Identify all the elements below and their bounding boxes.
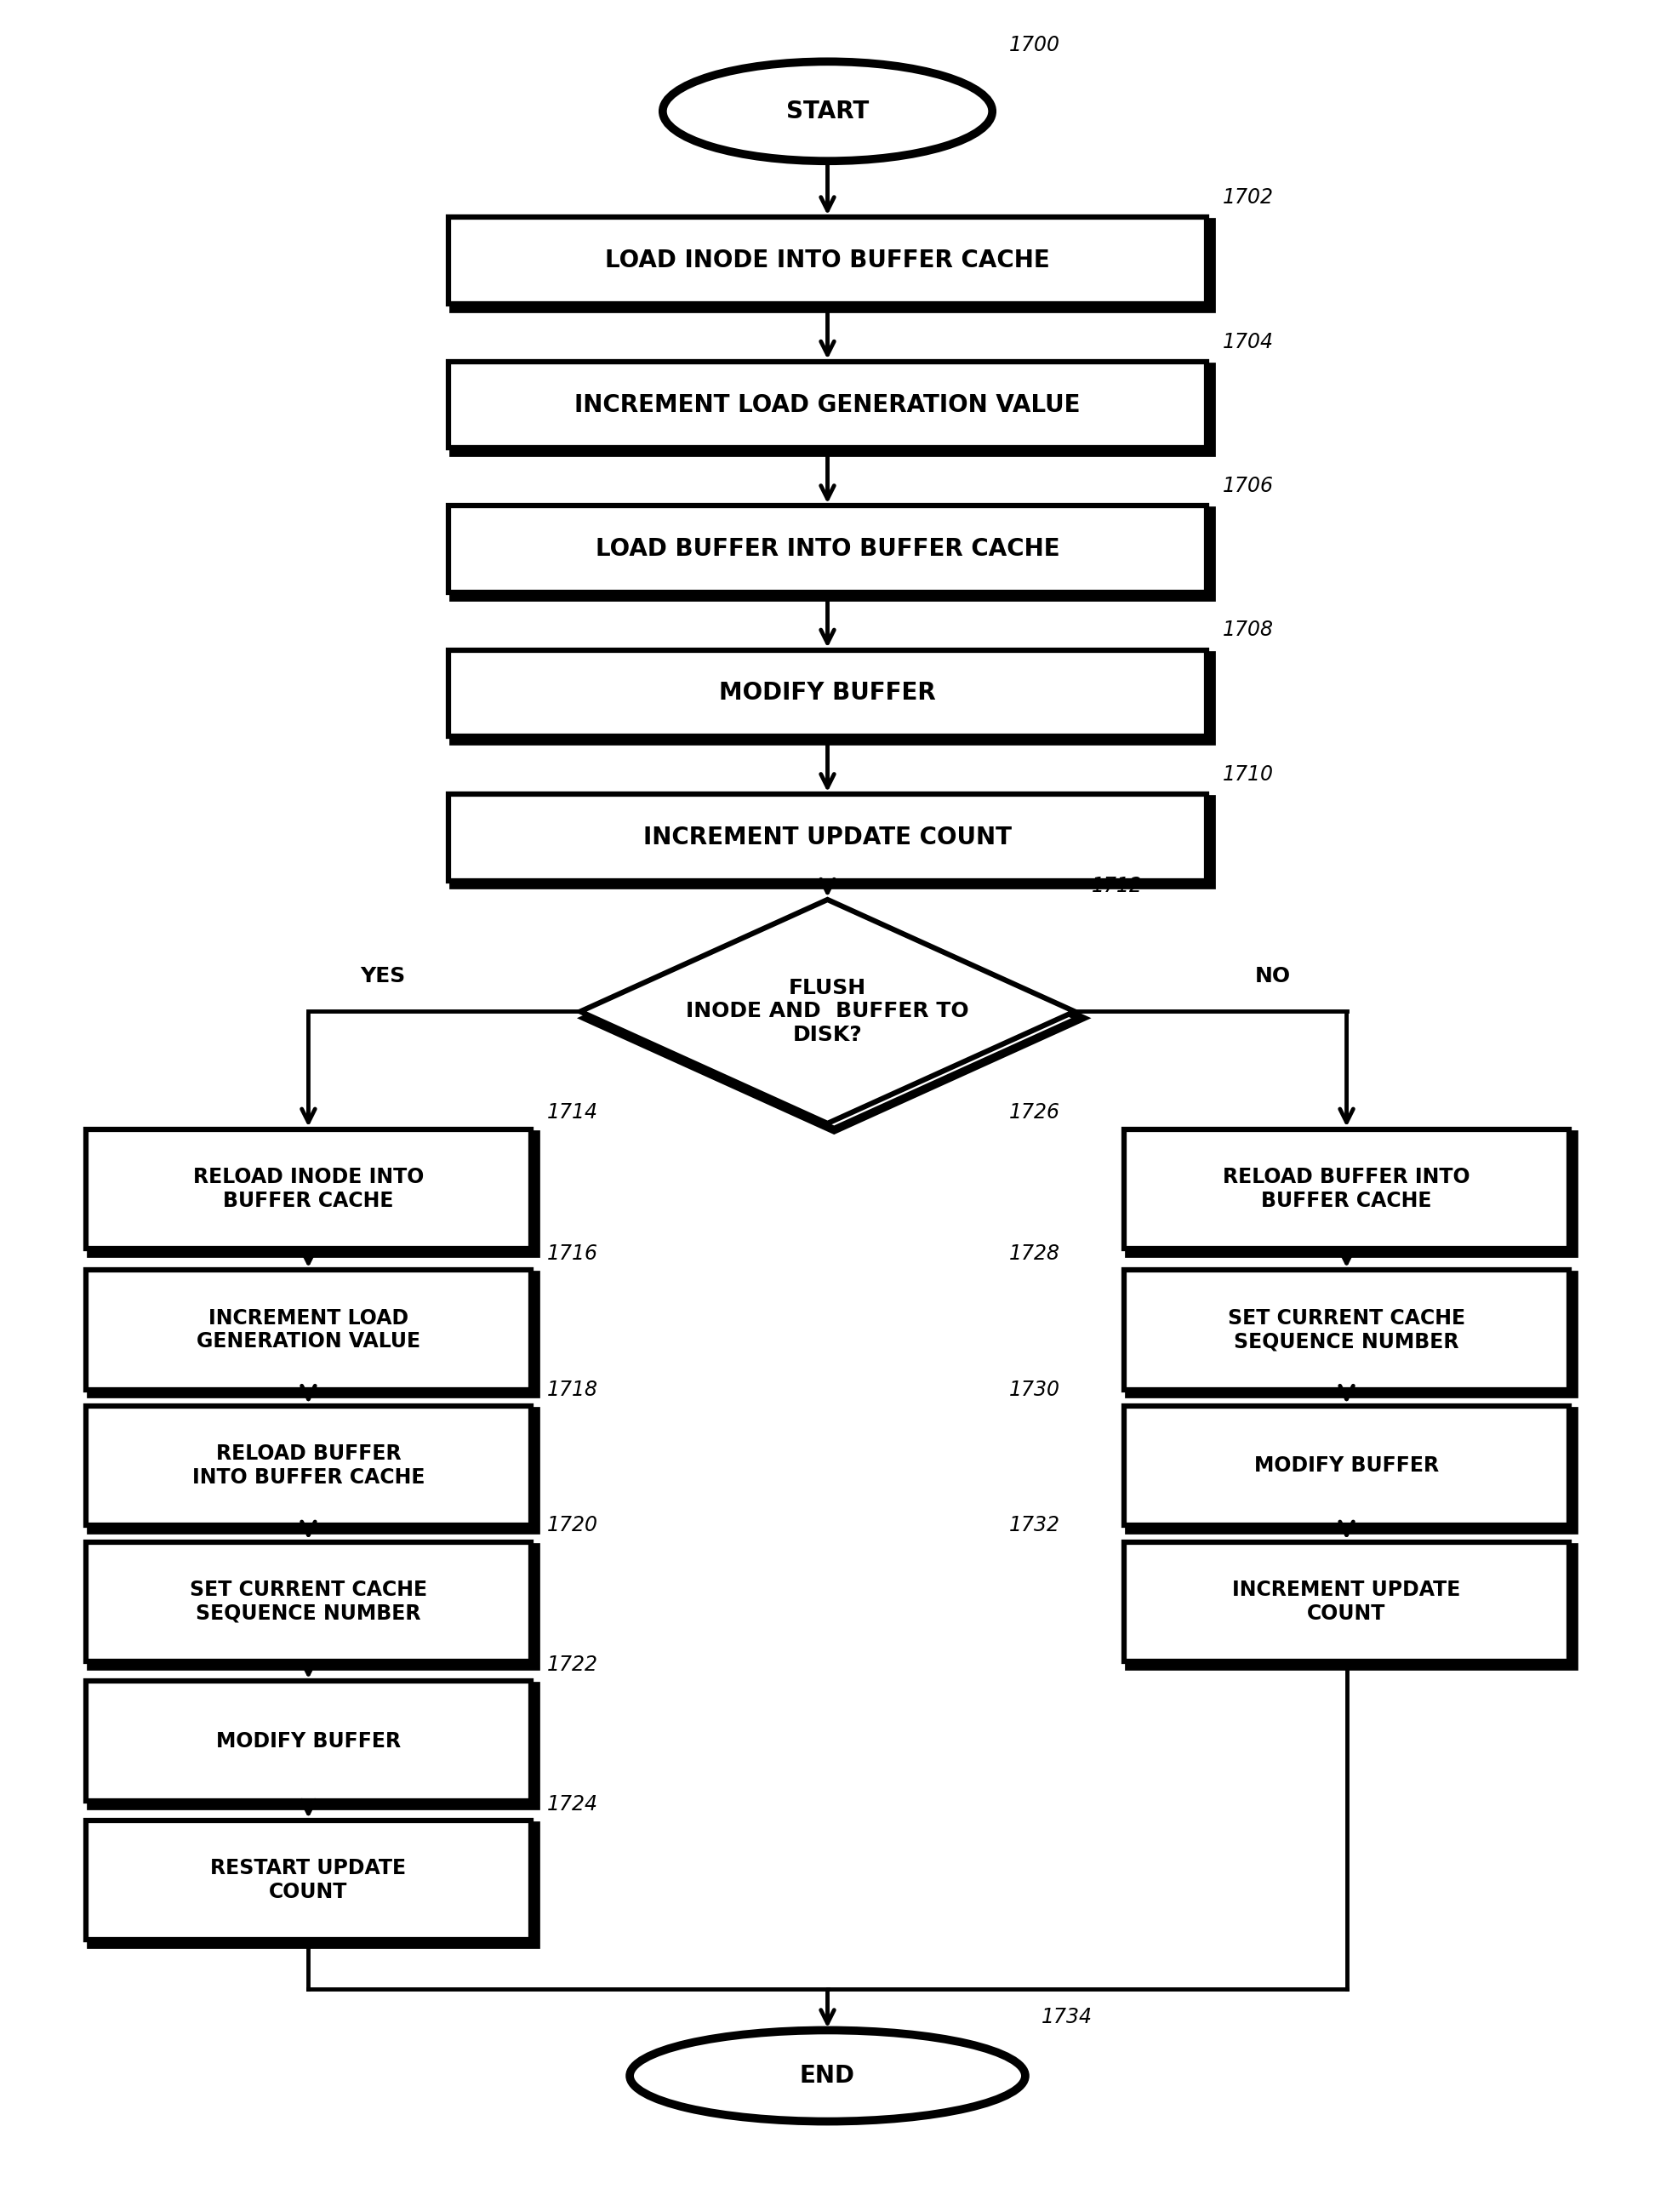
Text: SET CURRENT CACHE
SEQUENCE NUMBER: SET CURRENT CACHE SEQUENCE NUMBER: [1228, 1307, 1465, 1352]
Text: 1706: 1706: [1223, 476, 1274, 495]
Bar: [453, 799, 1211, 885]
Text: MODIFY BUFFER: MODIFY BUFFER: [720, 681, 935, 706]
Bar: [449, 794, 1206, 880]
Text: 1700: 1700: [1010, 35, 1059, 55]
Bar: [91, 1686, 536, 1805]
Bar: [91, 1546, 536, 1666]
Bar: [453, 223, 1211, 310]
Bar: [449, 650, 1206, 737]
Bar: [1124, 1128, 1569, 1248]
Text: RELOAD INODE INTO
BUFFER CACHE: RELOAD INODE INTO BUFFER CACHE: [194, 1168, 424, 1210]
Text: 1710: 1710: [1223, 763, 1274, 785]
Text: YES: YES: [359, 967, 405, 987]
Text: END: END: [799, 2064, 856, 2088]
Bar: [86, 1820, 531, 1940]
Text: INCREMENT LOAD
GENERATION VALUE: INCREMENT LOAD GENERATION VALUE: [197, 1307, 420, 1352]
Bar: [1124, 1542, 1569, 1661]
Text: 1718: 1718: [548, 1380, 599, 1400]
Text: SET CURRENT CACHE
SEQUENCE NUMBER: SET CURRENT CACHE SEQUENCE NUMBER: [190, 1579, 427, 1624]
Text: INCREMENT LOAD GENERATION VALUE: INCREMENT LOAD GENERATION VALUE: [574, 394, 1081, 416]
Text: LOAD BUFFER INTO BUFFER CACHE: LOAD BUFFER INTO BUFFER CACHE: [596, 538, 1059, 562]
Text: FLUSH
INODE AND  BUFFER TO
DISK?: FLUSH INODE AND BUFFER TO DISK?: [685, 978, 970, 1046]
Text: LOAD INODE INTO BUFFER CACHE: LOAD INODE INTO BUFFER CACHE: [606, 248, 1049, 272]
Text: NO: NO: [1254, 967, 1291, 987]
Bar: [86, 1128, 531, 1248]
Text: 1712: 1712: [1091, 876, 1142, 896]
Bar: [449, 507, 1206, 593]
Bar: [86, 1270, 531, 1389]
Text: 1732: 1732: [1010, 1515, 1059, 1535]
Bar: [449, 361, 1206, 447]
Text: 1722: 1722: [548, 1655, 599, 1674]
Bar: [1129, 1546, 1574, 1666]
Text: RESTART UPDATE
COUNT: RESTART UPDATE COUNT: [210, 1858, 407, 1902]
Text: START: START: [786, 100, 869, 124]
Text: 1734: 1734: [1041, 2006, 1092, 2026]
Polygon shape: [581, 900, 1074, 1124]
Text: INCREMENT UPDATE COUNT: INCREMENT UPDATE COUNT: [644, 825, 1011, 849]
Bar: [1124, 1407, 1569, 1526]
Bar: [91, 1825, 536, 1944]
Text: 1720: 1720: [548, 1515, 599, 1535]
Text: 1716: 1716: [548, 1243, 599, 1263]
Text: MODIFY BUFFER: MODIFY BUFFER: [217, 1730, 401, 1752]
Bar: [1129, 1135, 1574, 1254]
Bar: [86, 1542, 531, 1661]
Bar: [91, 1411, 536, 1531]
Text: RELOAD BUFFER INTO
BUFFER CACHE: RELOAD BUFFER INTO BUFFER CACHE: [1223, 1168, 1470, 1210]
Bar: [86, 1681, 531, 1801]
Text: 1704: 1704: [1223, 332, 1274, 352]
Bar: [453, 511, 1211, 597]
Bar: [453, 655, 1211, 741]
Text: 1714: 1714: [548, 1102, 599, 1124]
Bar: [91, 1274, 536, 1394]
Bar: [453, 367, 1211, 453]
Ellipse shape: [631, 2031, 1024, 2121]
Text: 1724: 1724: [548, 1794, 599, 1814]
Text: 1702: 1702: [1223, 188, 1274, 208]
Bar: [449, 217, 1206, 303]
Text: MODIFY BUFFER: MODIFY BUFFER: [1254, 1455, 1438, 1475]
Text: 1728: 1728: [1010, 1243, 1059, 1263]
Text: INCREMENT UPDATE
COUNT: INCREMENT UPDATE COUNT: [1233, 1579, 1461, 1624]
Bar: [1129, 1411, 1574, 1531]
Bar: [1124, 1270, 1569, 1389]
Text: 1730: 1730: [1010, 1380, 1059, 1400]
Text: RELOAD BUFFER
INTO BUFFER CACHE: RELOAD BUFFER INTO BUFFER CACHE: [192, 1444, 425, 1489]
Text: 1726: 1726: [1010, 1102, 1059, 1124]
Ellipse shape: [662, 62, 993, 161]
Bar: [91, 1135, 536, 1254]
Text: 1708: 1708: [1223, 619, 1274, 641]
Bar: [1129, 1274, 1574, 1394]
Bar: [86, 1407, 531, 1526]
